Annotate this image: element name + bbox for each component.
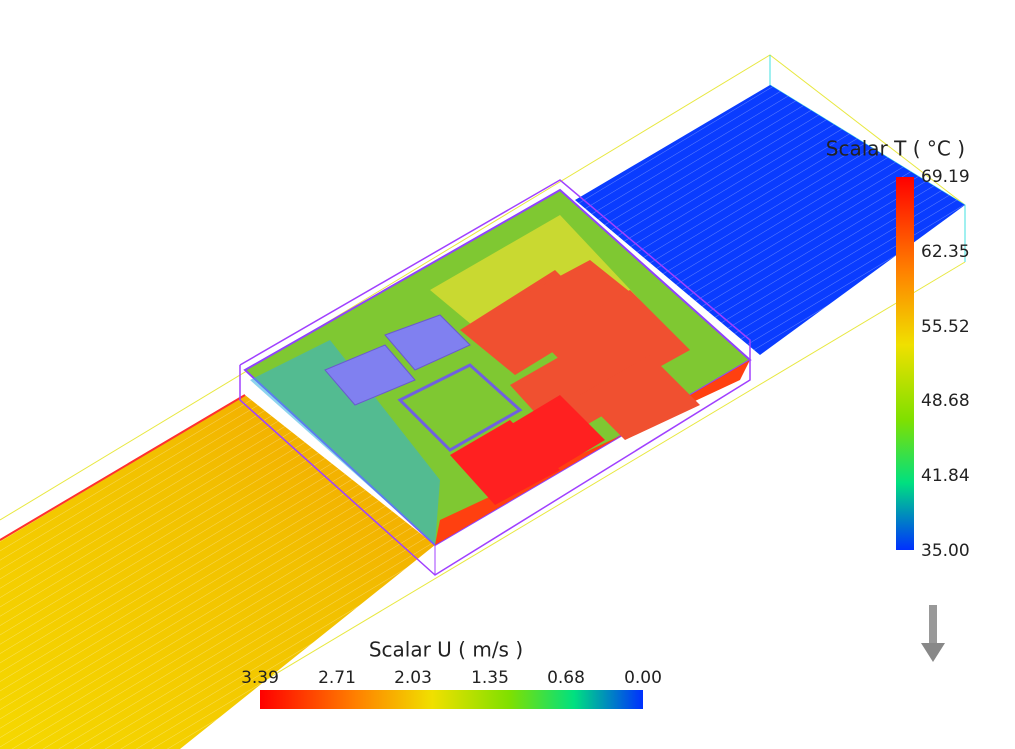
legend-tick: 3.39	[241, 668, 279, 688]
board-zone	[250, 340, 440, 545]
component	[515, 260, 640, 345]
legend-u: Scalar U ( m/s ) 3.39 2.71 2.03 1.35 0.6…	[241, 638, 662, 709]
inlet-streaks	[0, 395, 435, 749]
channel-edge	[149, 261, 966, 749]
legend-tick: 69.19	[921, 167, 970, 187]
legend-tick: 1.35	[471, 668, 509, 688]
chip	[324, 344, 416, 406]
legend-tick: 2.03	[394, 668, 432, 688]
legend-tick: 55.52	[921, 317, 970, 337]
component	[450, 420, 560, 505]
scene	[0, 54, 966, 749]
enclosure	[239, 179, 751, 576]
legend-tick: 0.68	[547, 668, 585, 688]
legend-title: Scalar U ( m/s )	[369, 638, 523, 662]
component	[580, 355, 700, 440]
legend-tick: 48.68	[921, 391, 970, 411]
color-bar	[260, 690, 643, 709]
legend-tick: 62.35	[921, 242, 970, 262]
component	[510, 395, 605, 470]
outlet-streaks	[575, 85, 965, 355]
chip	[384, 314, 471, 371]
chip-frame	[397, 363, 523, 452]
legend-tick: 0.00	[624, 668, 662, 688]
color-bar	[896, 177, 914, 550]
legend-tick: 41.84	[921, 466, 970, 486]
legend-tick: 2.71	[318, 668, 356, 688]
gravity-arrow-head	[921, 643, 945, 662]
legend-title: Scalar T ( °C )	[826, 137, 965, 161]
legend-t: Scalar T ( °C ) 69.19 62.35 55.52 48.68 …	[826, 137, 970, 562]
gravity-arrow	[929, 605, 937, 645]
legend-tick: 35.00	[921, 541, 970, 561]
floor-edge	[0, 394, 246, 541]
